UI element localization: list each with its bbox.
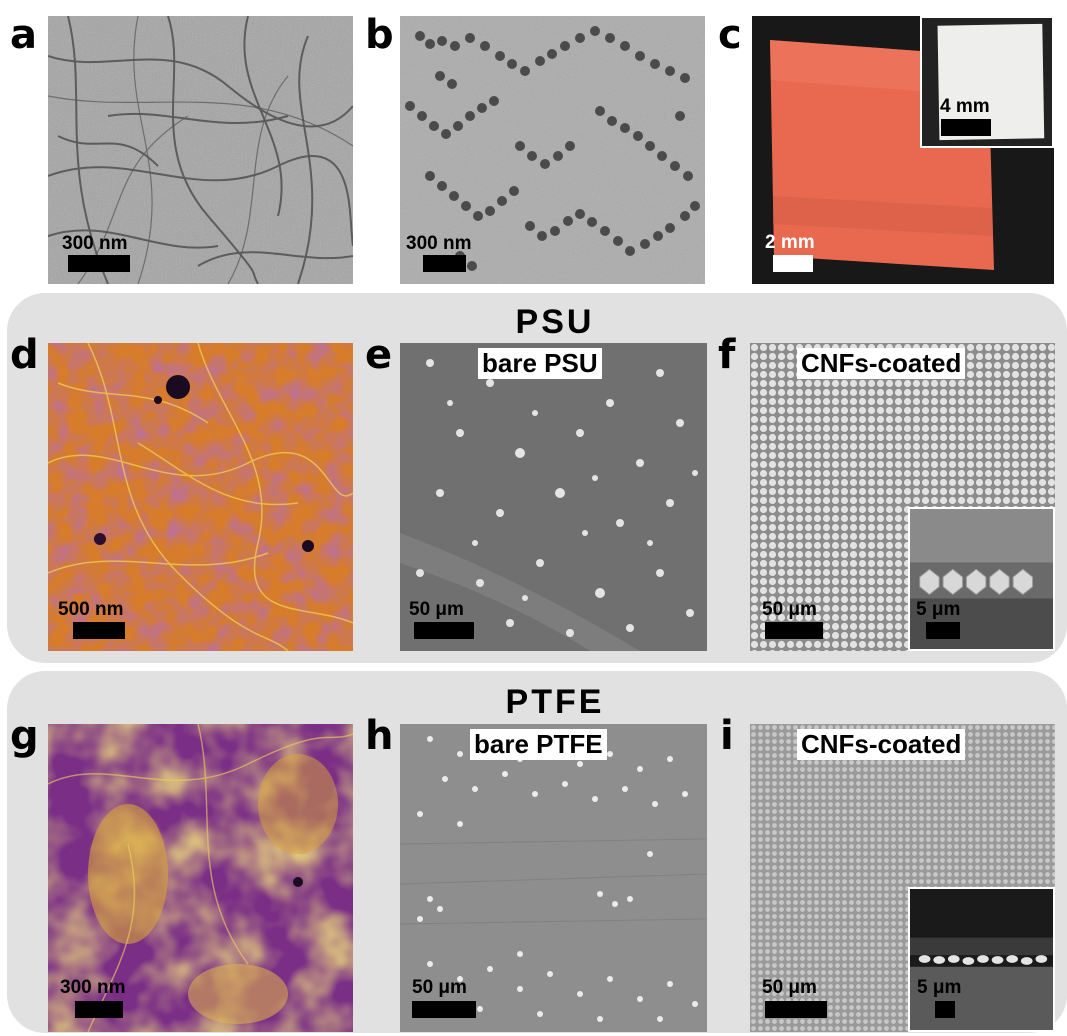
psu-group-title: PSU bbox=[515, 303, 595, 341]
scale-label-f: 50 μm bbox=[762, 599, 817, 620]
panel-label-f: f bbox=[718, 332, 736, 378]
scale-label-i: 50 μm bbox=[762, 977, 817, 998]
scale-label-g: 300 nm bbox=[60, 977, 126, 998]
scale-bar-h bbox=[412, 1001, 476, 1018]
scale-bar-g bbox=[75, 1001, 123, 1018]
tag-h: bare PTFE bbox=[470, 729, 607, 760]
scale-label-d: 500 nm bbox=[58, 599, 124, 620]
panel-label-a: a bbox=[10, 12, 37, 58]
panel-label-i: i bbox=[720, 713, 734, 759]
scale-bar-f bbox=[765, 622, 823, 639]
scale-bar-d bbox=[73, 622, 125, 639]
panel-label-g: g bbox=[10, 713, 39, 759]
afm-image-g bbox=[48, 724, 353, 1032]
afm-image-d bbox=[48, 343, 353, 651]
tag-f: CNFs-coated bbox=[797, 348, 966, 379]
tem-image-a bbox=[48, 16, 353, 284]
scale-bar-b bbox=[423, 255, 466, 272]
panel-label-d: d bbox=[10, 332, 39, 378]
ptfe-group-title: PTFE bbox=[505, 683, 605, 721]
scale-label-c: 2 mm bbox=[765, 232, 815, 253]
panel-label-e: e bbox=[365, 332, 393, 378]
panel-label-b: b bbox=[365, 12, 394, 58]
inset-scale-bar-f bbox=[926, 622, 960, 639]
scale-bar-c bbox=[773, 255, 813, 272]
panel-label-h: h bbox=[365, 713, 394, 759]
scale-bar-i bbox=[765, 1001, 827, 1018]
panel-label-c: c bbox=[718, 12, 742, 58]
tem-image-b bbox=[400, 16, 705, 284]
inset-scale-label-i: 5 μm bbox=[917, 977, 962, 998]
inset-scale-bar-i bbox=[935, 1001, 955, 1018]
scale-bar-a bbox=[68, 255, 130, 272]
scale-label-a: 300 nm bbox=[62, 233, 128, 254]
scale-label-b: 300 nm bbox=[406, 233, 472, 254]
scale-bar-e bbox=[414, 622, 474, 639]
sem-inset-i bbox=[908, 887, 1055, 1032]
tag-e: bare PSU bbox=[478, 348, 602, 379]
inset-scale-label-c: 4 mm bbox=[940, 96, 990, 117]
inset-scale-bar-c bbox=[941, 119, 991, 136]
tag-i: CNFs-coated bbox=[797, 729, 966, 760]
sem-image-h bbox=[400, 724, 707, 1032]
scale-label-h: 50 μm bbox=[412, 977, 467, 998]
sem-image-e bbox=[400, 343, 707, 651]
scale-label-e: 50 μm bbox=[409, 599, 464, 620]
inset-scale-label-f: 5 μm bbox=[916, 599, 961, 620]
